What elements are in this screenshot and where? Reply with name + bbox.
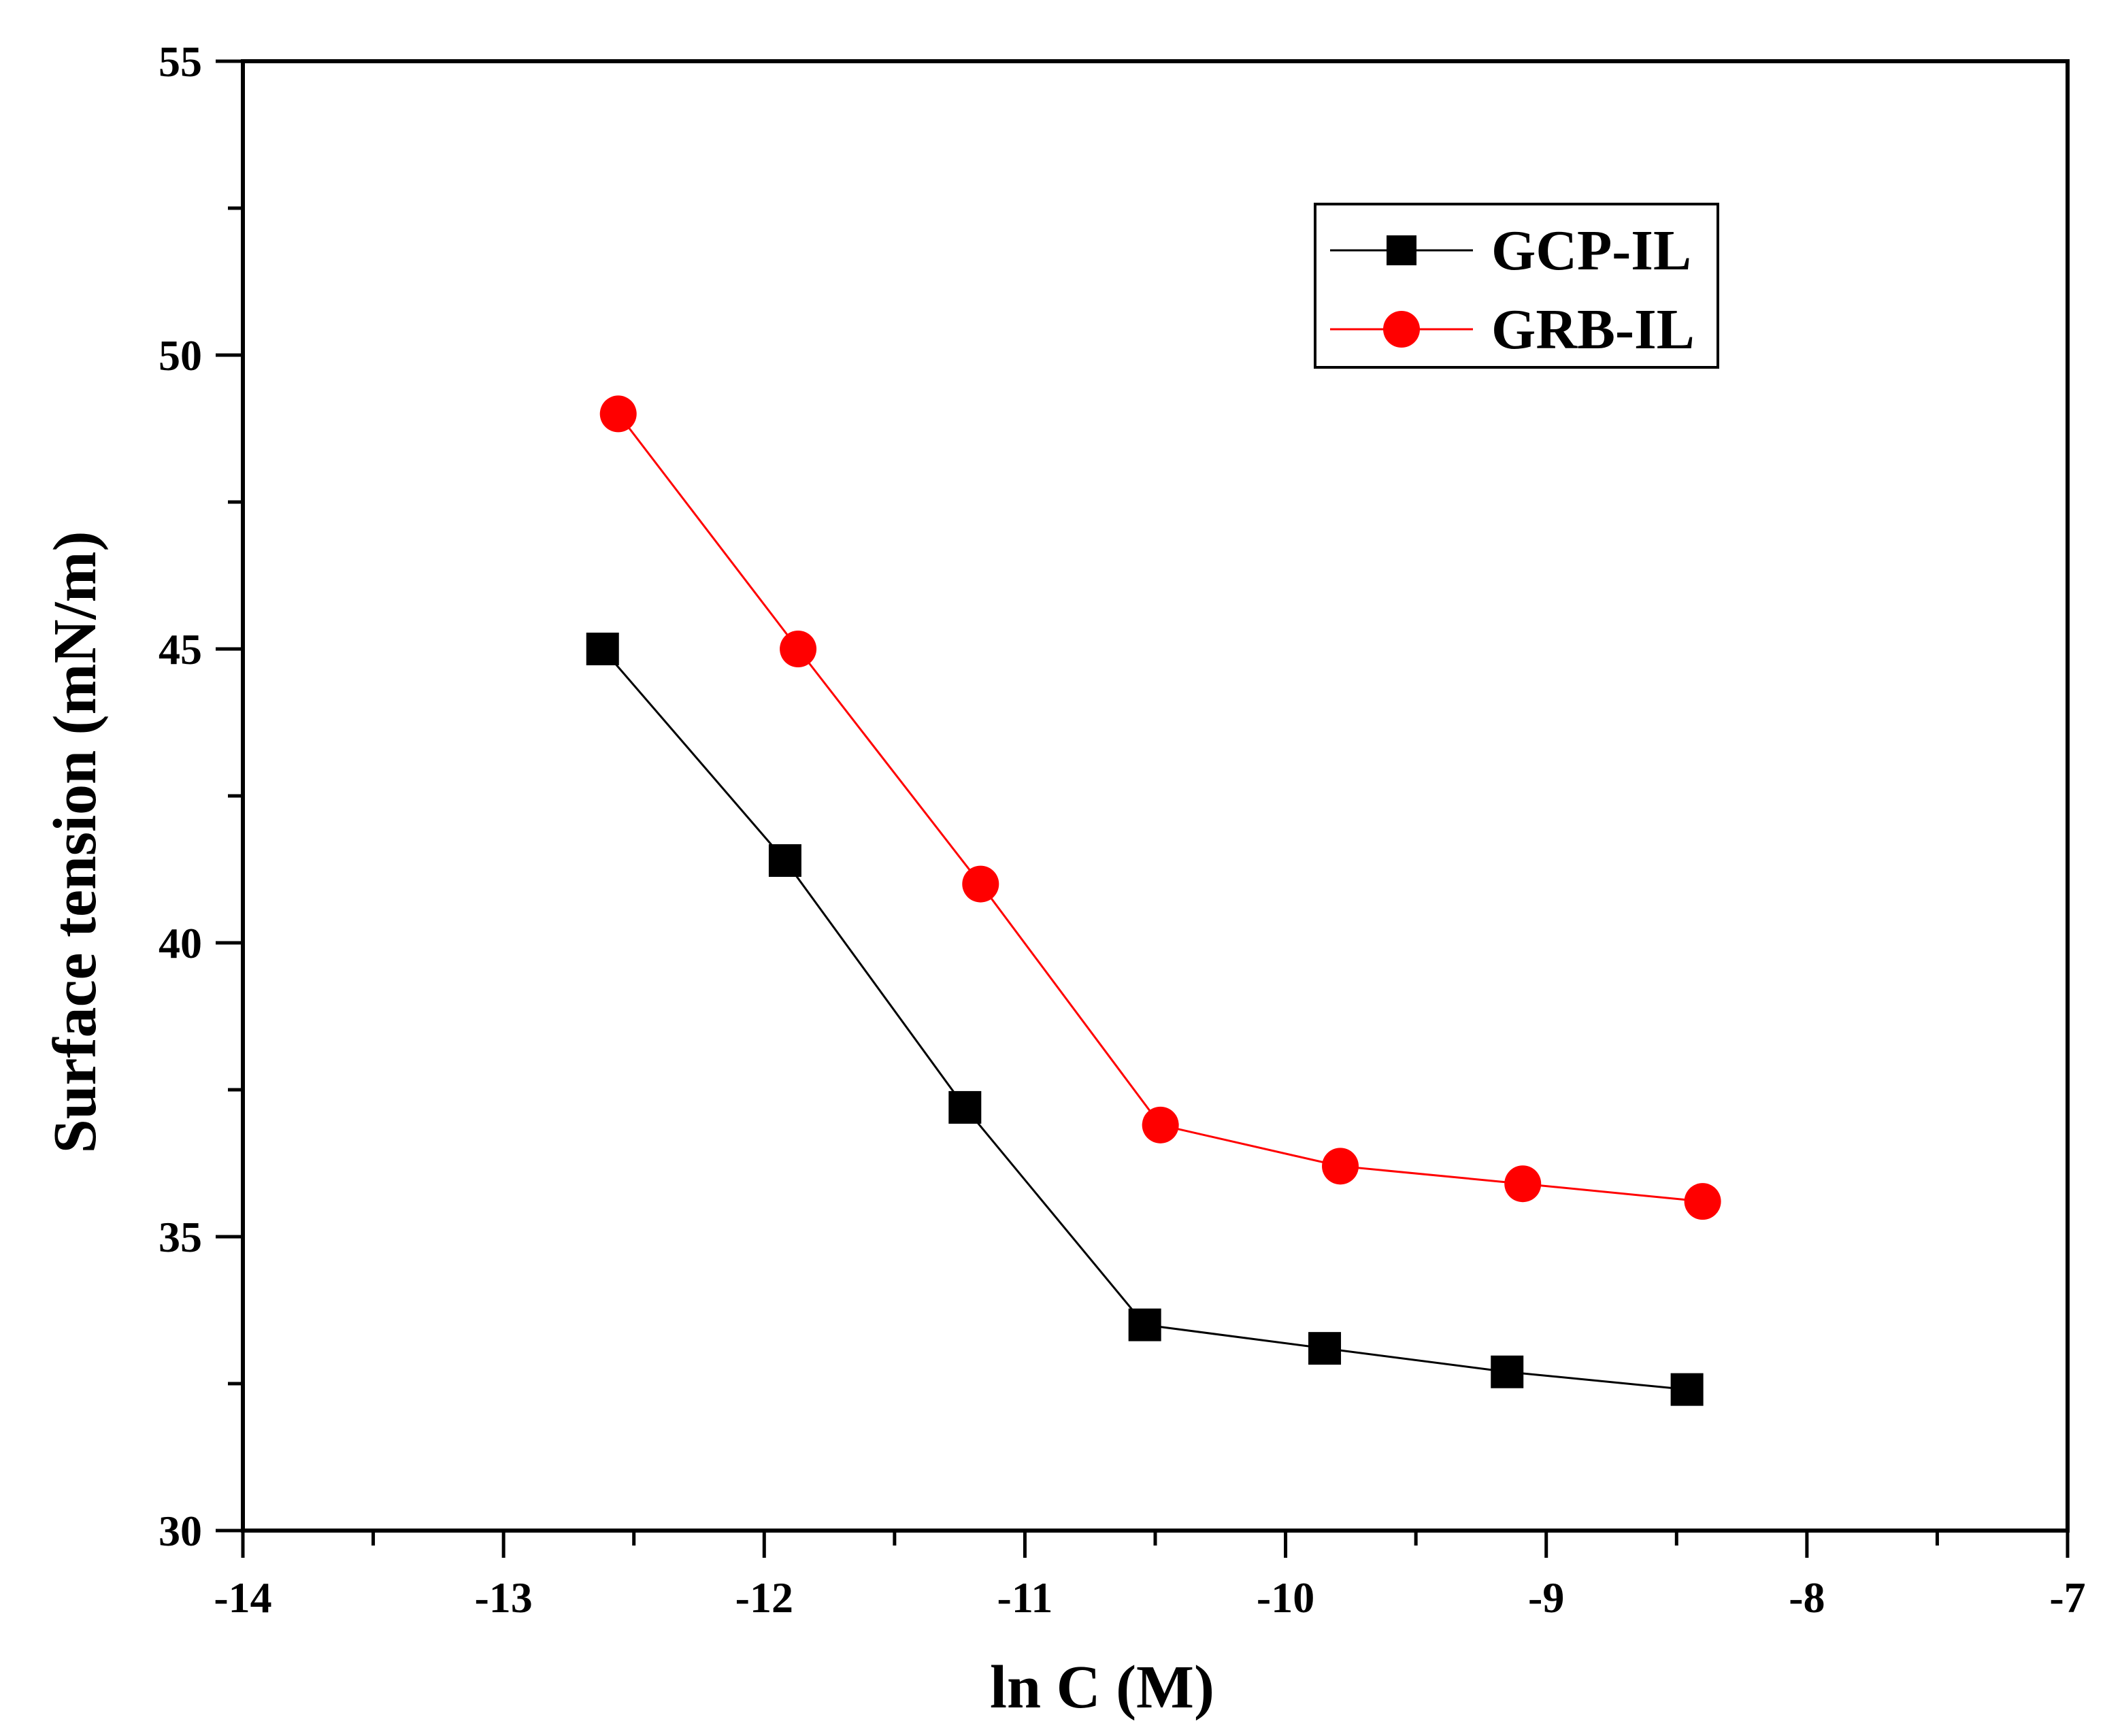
y-tick-label: 55 [159, 37, 202, 86]
x-tick-label: -13 [474, 1573, 532, 1622]
x-axis-title: ln C (M) [990, 1654, 1214, 1721]
data-point-gcp-il [768, 844, 801, 878]
data-point-gcp-il [1491, 1355, 1524, 1388]
data-point-grb-il [1684, 1183, 1721, 1220]
x-tick-label: -7 [2049, 1573, 2085, 1622]
data-point-grb-il [1504, 1165, 1542, 1203]
x-tick-label: -14 [214, 1573, 271, 1622]
data-point-grb-il [962, 865, 999, 903]
data-point-gcp-il [1670, 1373, 1704, 1406]
x-tick-label: -10 [1257, 1573, 1314, 1622]
x-tick-label: -9 [1528, 1573, 1564, 1622]
data-point-grb-il [1142, 1106, 1179, 1144]
y-tick-label: 40 [159, 919, 202, 967]
data-point-gcp-il [1128, 1308, 1161, 1341]
data-point-grb-il [780, 631, 817, 667]
data-point-gcp-il [948, 1090, 982, 1124]
y-tick-label: 50 [159, 331, 202, 380]
data-point-gcp-il [1308, 1332, 1342, 1365]
legend-label-gcp: GCP-IL [1491, 219, 1691, 282]
legend: GCP-IL GRB-IL [1314, 203, 1719, 369]
x-tick-label: -8 [1789, 1573, 1825, 1622]
legend-label-grb: GRB-IL [1491, 298, 1695, 361]
y-tick-label: 35 [159, 1213, 202, 1261]
legend-marker-grb [1383, 311, 1420, 348]
series-markers [586, 395, 1721, 1406]
legend-marker-gcp [1387, 235, 1416, 265]
x-tick-label: -11 [997, 1573, 1053, 1622]
x-tick-label: -12 [735, 1573, 793, 1622]
y-axis-ticks: 30 35 40 45 50 55 [159, 37, 243, 1555]
legend-box [1314, 203, 1719, 369]
data-point-grb-il [599, 395, 637, 433]
data-point-grb-il [1322, 1148, 1359, 1185]
data-point-gcp-il [586, 633, 619, 665]
y-tick-label: 30 [159, 1507, 202, 1555]
y-tick-label: 45 [159, 625, 202, 673]
x-axis-ticks: -14 -13 -12 -11 -10 -9 -8 -7 [214, 1531, 2086, 1622]
y-axis-title: Surface tension (mN/m) [42, 531, 109, 1154]
